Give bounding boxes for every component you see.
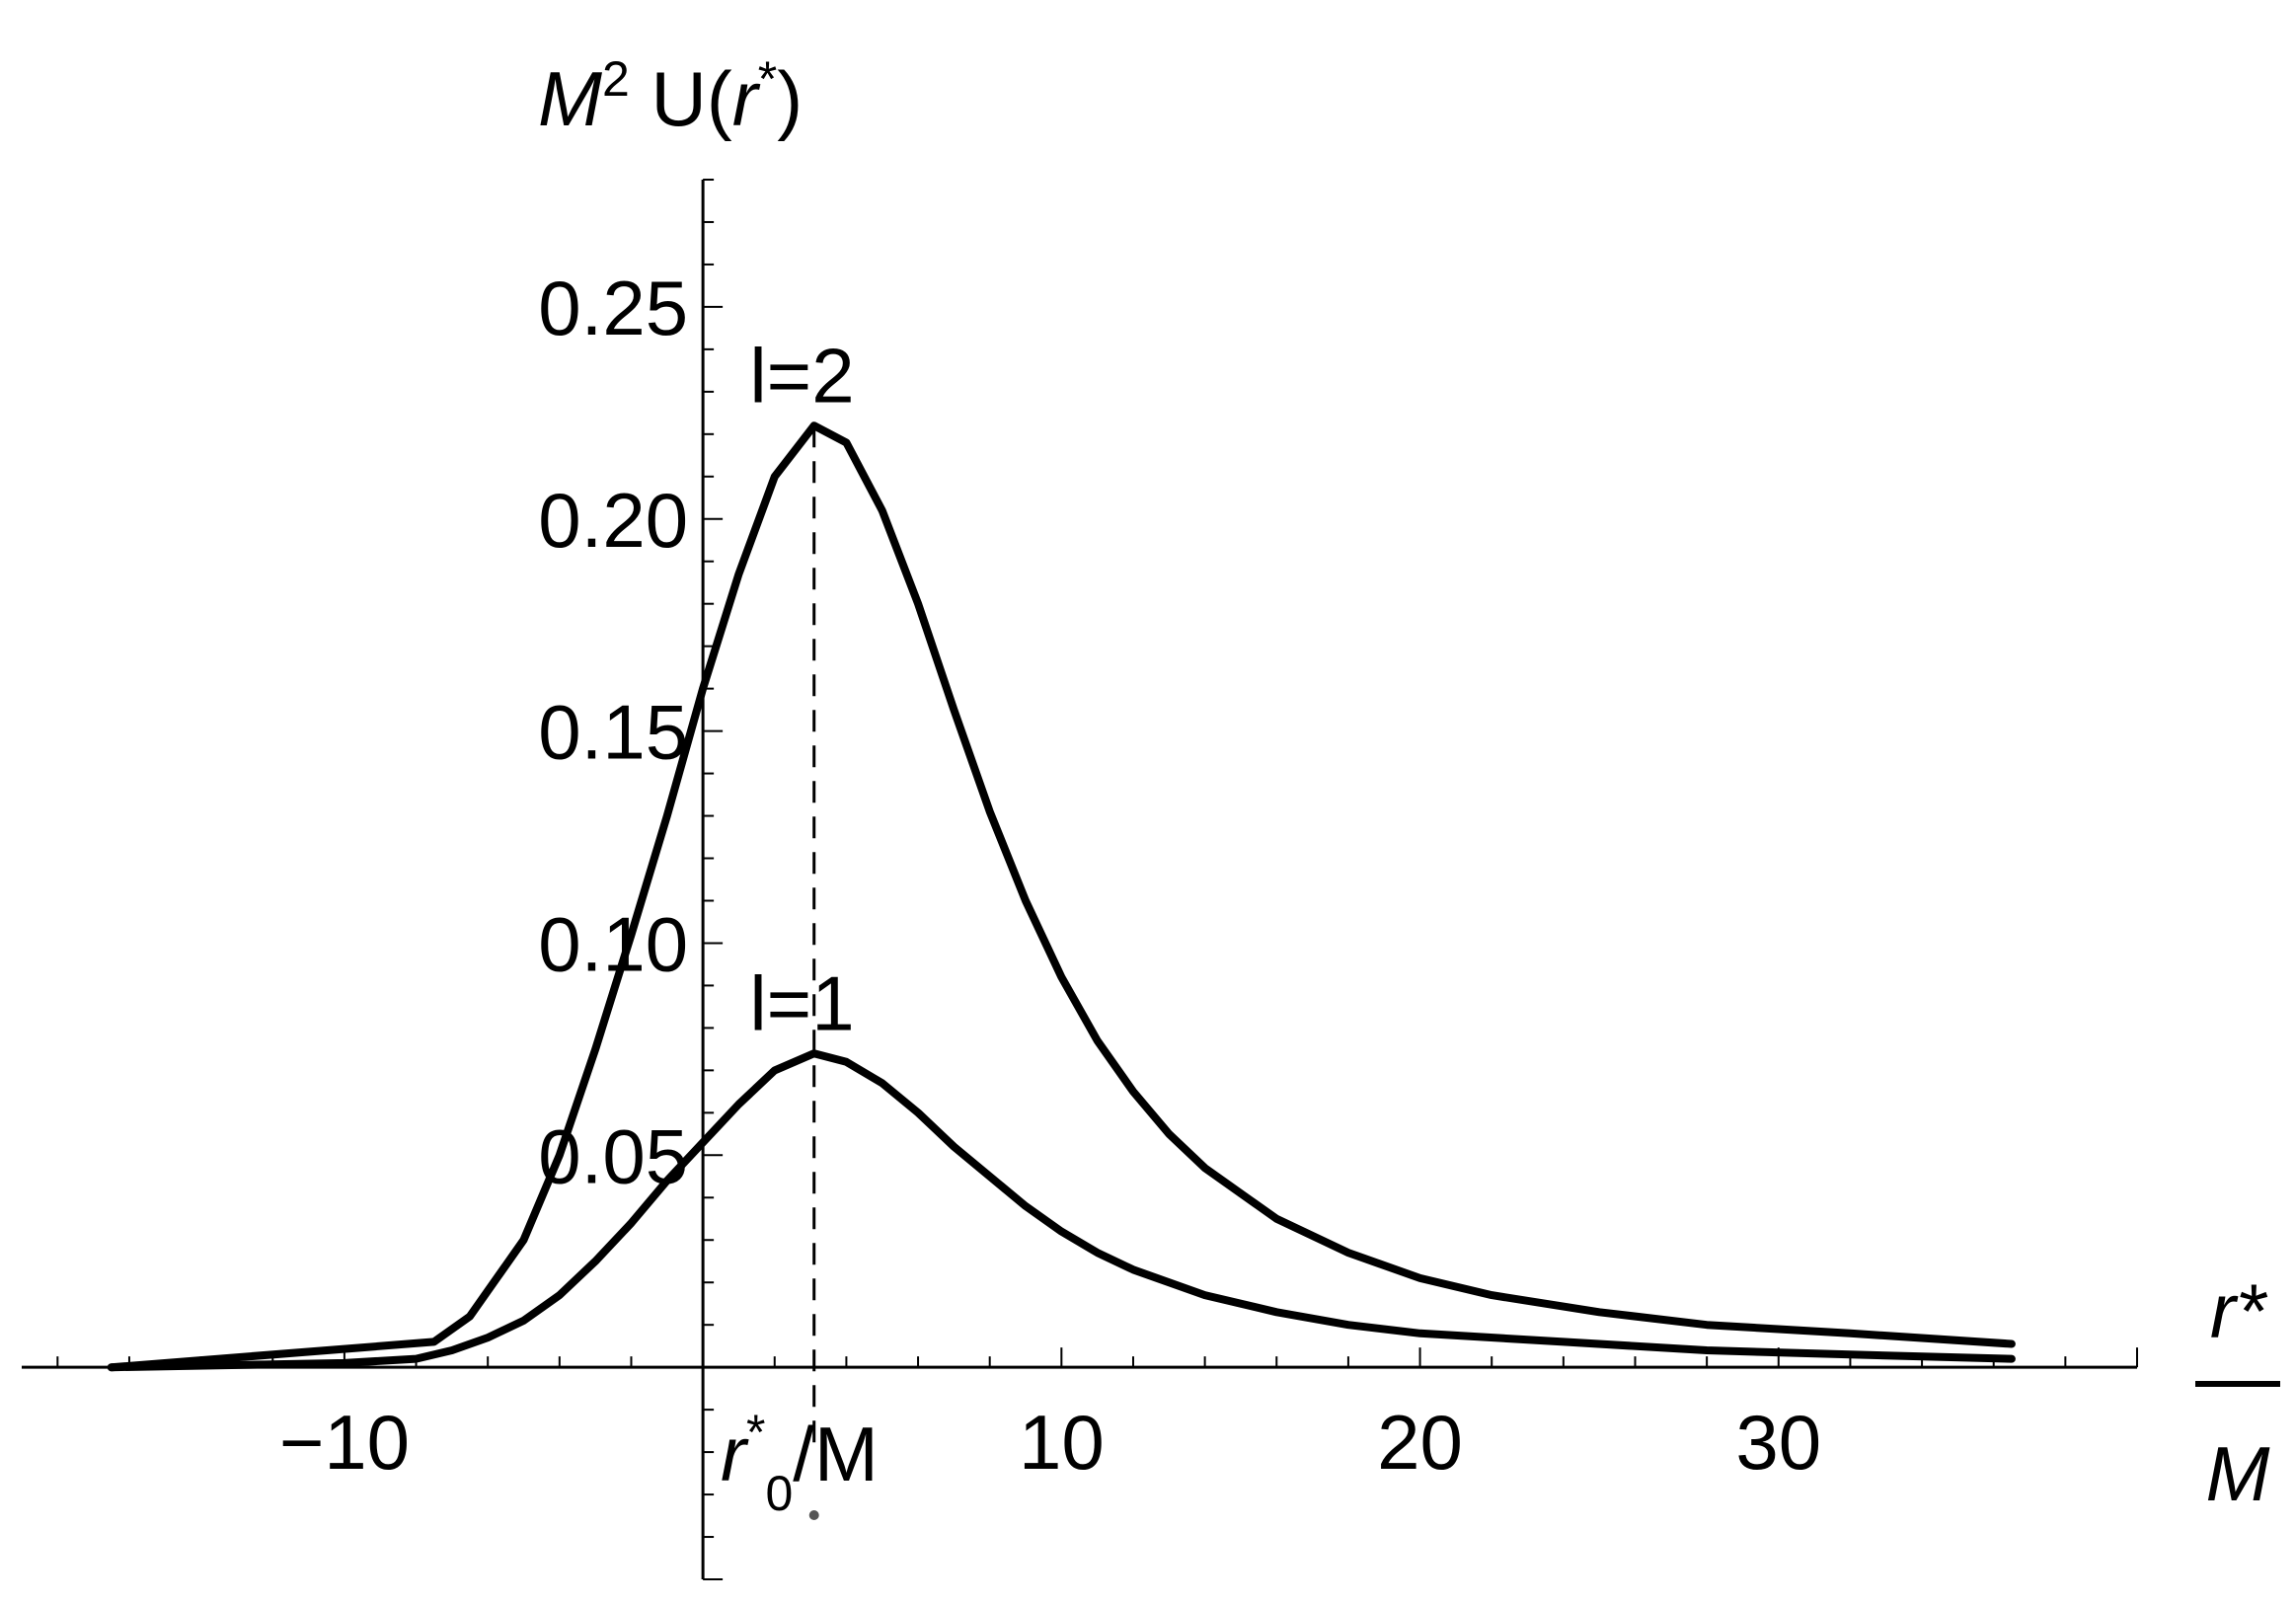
curve-annotation: l=2	[749, 333, 854, 420]
marker-label: r*0/M	[721, 1405, 879, 1521]
y-label-rest: U(	[630, 55, 732, 142]
x-axis-label: r* M	[2195, 1267, 2280, 1517]
y-label-symbol: M	[538, 55, 602, 142]
y-tick-label: 0.05	[538, 1112, 688, 1199]
x-tick-label: −10	[279, 1399, 410, 1486]
y-label-star: *	[758, 51, 777, 107]
marks-layer	[107, 421, 2016, 1520]
y-axis-label: M2 U(r*)	[538, 51, 803, 142]
x-label-denominator: M	[2206, 1430, 2270, 1517]
marker-label-sup: *	[746, 1405, 765, 1460]
x-tick-label: 30	[1735, 1399, 1821, 1486]
marker-label-var: r	[721, 1411, 749, 1497]
series-line-l=1	[107, 1049, 2016, 1372]
x-tick-label: 20	[1377, 1399, 1463, 1486]
y-tick-label: 0.25	[538, 265, 688, 351]
y-tick-label: 0.20	[538, 477, 688, 564]
y-tick-label: 0.10	[538, 900, 688, 987]
series-line-l=2	[107, 421, 2016, 1372]
x-label-numerator: r*	[2210, 1267, 2268, 1354]
marker-dot	[808, 1510, 819, 1520]
y-label-var: r	[732, 55, 761, 142]
x-tick-label: 10	[1019, 1399, 1105, 1486]
marker-label-tail: /M	[793, 1411, 879, 1497]
y-label-exponent: 2	[602, 51, 630, 107]
axes-layer	[22, 179, 2138, 1580]
curve-annotation: l=1	[749, 960, 854, 1047]
marker-label-sub: 0	[765, 1466, 793, 1521]
labels-layer: M2 U(r*) r* M r*0/M −10 10 20 300.050.100.1…	[279, 51, 2280, 1521]
y-label-close: )	[777, 55, 803, 142]
y-tick-label: 0.15	[538, 689, 688, 776]
